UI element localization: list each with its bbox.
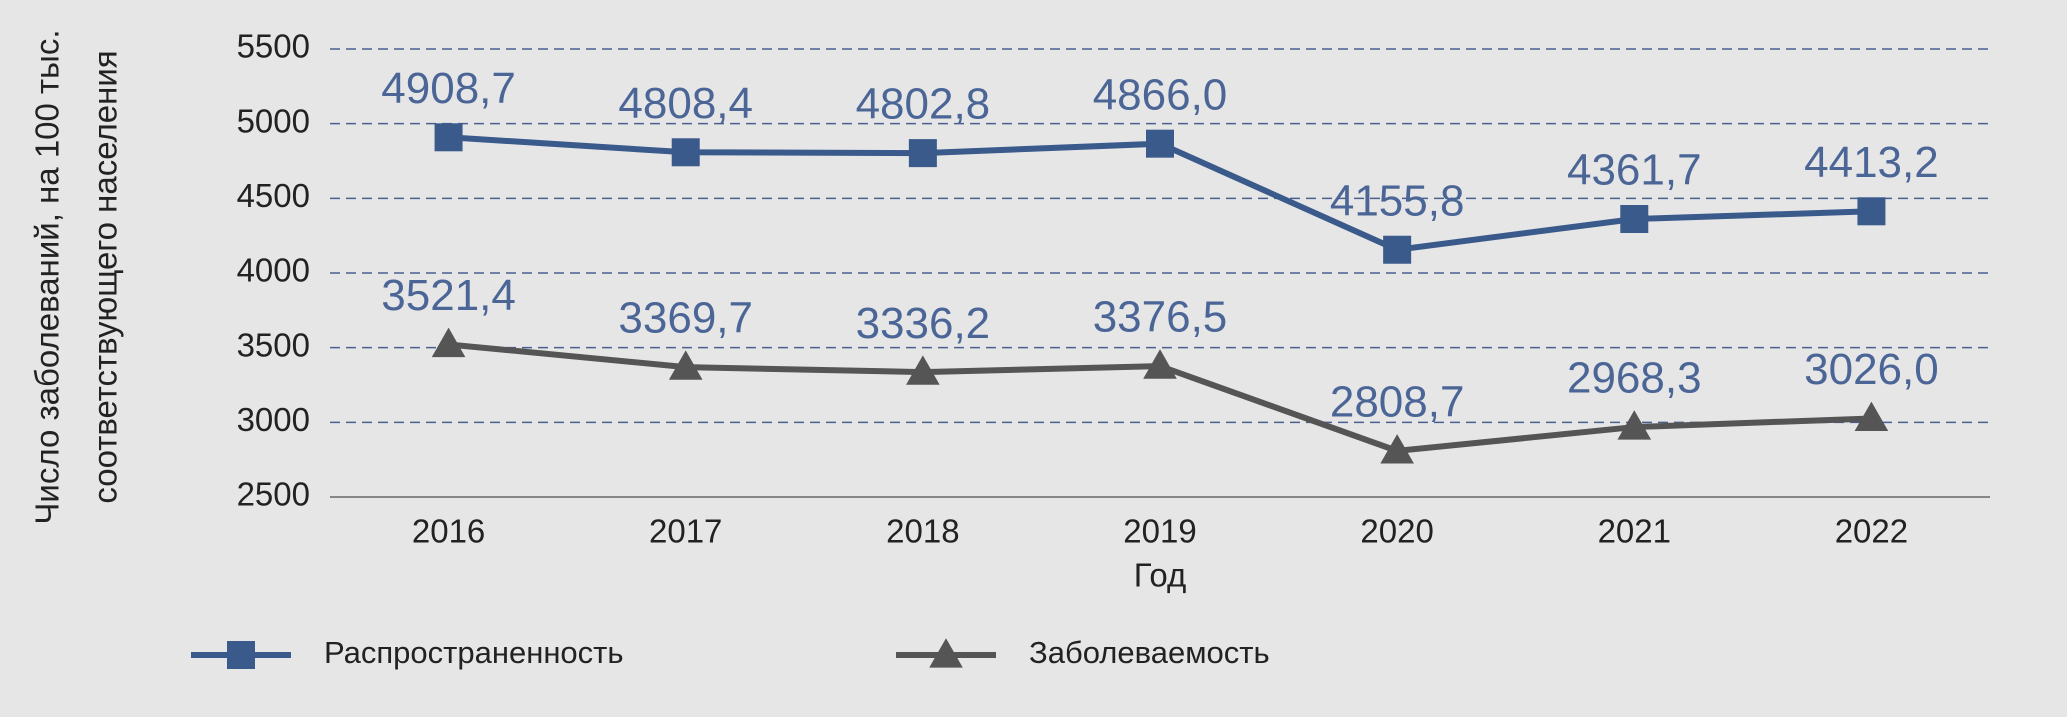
x-tick-label: 2017	[649, 513, 722, 550]
x-tick-label: 2021	[1598, 513, 1671, 550]
legend-marker	[227, 641, 255, 669]
x-tick-label: 2018	[886, 513, 959, 550]
value-label: 2808,7	[1330, 378, 1465, 427]
value-label: 4413,2	[1804, 138, 1939, 187]
legend-marker	[929, 638, 963, 668]
x-axis-title: Год	[1134, 557, 1187, 594]
value-label: 3336,2	[856, 299, 991, 348]
point-marker	[906, 355, 940, 385]
point-marker	[431, 327, 466, 358]
point-marker	[908, 139, 937, 168]
legend-label: Распространенность	[324, 635, 624, 670]
value-label: 3026,0	[1804, 345, 1939, 394]
y-axis-title-line: соответствующего населения	[87, 50, 124, 503]
value-label: 4908,7	[381, 64, 516, 113]
y-tick-label: 3000	[237, 401, 310, 438]
value-label: 4808,4	[618, 79, 753, 128]
y-axis-title: Число заболеваний, на 100 тыс.	[29, 29, 66, 524]
point-marker	[671, 138, 700, 167]
point-marker	[668, 350, 703, 380]
point-marker	[1620, 204, 1649, 233]
y-tick-label: 4000	[237, 252, 310, 289]
point-marker	[1854, 401, 1889, 432]
x-tick-label: 2022	[1835, 513, 1908, 550]
point-marker	[1143, 349, 1177, 379]
value-label: 3521,4	[381, 271, 516, 320]
point-marker	[434, 123, 463, 152]
y-axis-title: соответствующего населения	[87, 50, 124, 503]
y-tick-label: 5000	[237, 102, 310, 139]
value-label: 3376,5	[1093, 293, 1228, 342]
x-tick-label: 2019	[1123, 513, 1196, 550]
y-tick-label: 2500	[237, 476, 310, 513]
y-axis-title-line: Число заболеваний, на 100 тыс.	[29, 29, 66, 524]
value-label: 4866,0	[1093, 70, 1228, 119]
y-tick-label: 4500	[237, 177, 310, 214]
x-tick-label: 2016	[412, 513, 485, 550]
point-marker	[1617, 410, 1652, 440]
point-marker	[1380, 434, 1414, 464]
x-tick-label: 2020	[1360, 513, 1433, 550]
y-tick-label: 5500	[237, 28, 310, 65]
legend-label: Заболеваемость	[1029, 635, 1270, 670]
value-label: 2968,3	[1567, 354, 1702, 403]
point-marker	[1383, 235, 1412, 264]
point-marker	[1857, 197, 1886, 226]
value-label: 4155,8	[1330, 176, 1465, 225]
value-label: 4802,8	[856, 80, 991, 129]
value-label: 3369,7	[618, 294, 753, 343]
value-label: 4361,7	[1567, 146, 1702, 195]
point-marker	[1146, 129, 1174, 158]
y-tick-label: 3500	[237, 326, 310, 363]
